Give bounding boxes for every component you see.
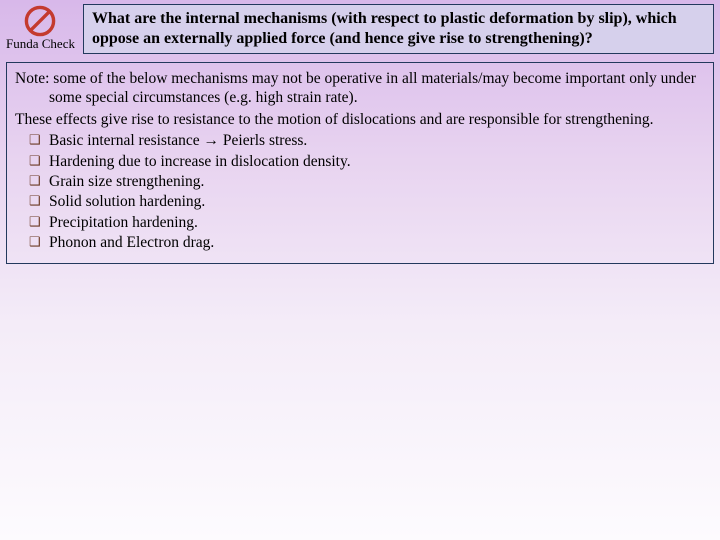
list-item: Basic internal resistance → Peierls stre… — [49, 131, 705, 150]
list-item: Hardening due to increase in dislocation… — [49, 152, 705, 171]
question-box: What are the internal mechanisms (with r… — [83, 4, 714, 54]
funda-check-label: Funda Check — [6, 36, 75, 52]
note-box: Note: some of the below mechanisms may n… — [6, 62, 714, 264]
list-item: Grain size strengthening. — [49, 172, 705, 191]
funda-check-block: Funda Check — [6, 4, 75, 52]
list-item: Solid solution hardening. — [49, 192, 705, 211]
note-para-1: Note: some of the below mechanisms may n… — [15, 69, 705, 108]
header-row: Funda Check What are the internal mechan… — [0, 0, 720, 56]
bullet-list: Basic internal resistance → Peierls stre… — [15, 131, 705, 252]
list-item: Phonon and Electron drag. — [49, 233, 705, 252]
no-symbol-icon — [23, 4, 57, 38]
list-item: Precipitation hardening. — [49, 213, 705, 232]
note-para-2: These effects give rise to resistance to… — [15, 110, 705, 129]
